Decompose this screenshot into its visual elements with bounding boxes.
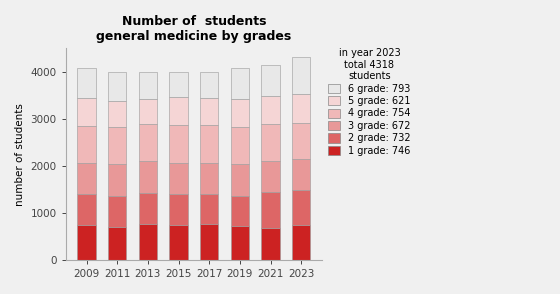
Bar [231, 99, 249, 127]
Bar [200, 194, 218, 224]
Bar [262, 192, 279, 228]
Bar [200, 72, 218, 98]
Bar [200, 224, 218, 260]
Bar [108, 196, 127, 227]
Y-axis label: number of students: number of students [15, 103, 25, 206]
Bar [77, 163, 96, 194]
Bar [77, 225, 96, 260]
Bar [262, 161, 279, 192]
Bar [108, 72, 127, 101]
Bar [139, 224, 157, 260]
Bar [292, 94, 310, 123]
Bar [292, 57, 310, 94]
Bar [77, 68, 96, 98]
Bar [262, 124, 279, 161]
Bar [169, 194, 188, 225]
Bar [77, 194, 96, 225]
Bar [169, 126, 188, 163]
Bar [108, 101, 127, 127]
Bar [139, 161, 157, 193]
Bar [169, 97, 188, 126]
Bar [292, 123, 310, 159]
Bar [262, 228, 279, 260]
Bar [292, 225, 310, 260]
Bar [200, 98, 218, 126]
Bar [200, 163, 218, 194]
Bar [231, 165, 249, 196]
Bar [77, 126, 96, 163]
Bar [169, 163, 188, 194]
Bar [139, 72, 157, 99]
Bar [231, 68, 249, 99]
Bar [200, 126, 218, 163]
Bar [292, 191, 310, 225]
Bar [139, 99, 157, 124]
Legend: 6 grade: 793, 5 grade: 621, 4 grade: 754, 3 grade: 672, 2 grade: 732, 1 grade: 7: 6 grade: 793, 5 grade: 621, 4 grade: 754… [325, 44, 414, 160]
Bar [139, 193, 157, 224]
Bar [77, 98, 96, 126]
Bar [108, 127, 127, 164]
Bar [262, 96, 279, 124]
Title: Number of  students
general medicine by grades: Number of students general medicine by g… [96, 15, 292, 43]
Bar [292, 159, 310, 191]
Bar [139, 124, 157, 161]
Bar [108, 164, 127, 196]
Bar [231, 225, 249, 260]
Bar [262, 65, 279, 96]
Bar [231, 196, 249, 225]
Bar [231, 127, 249, 165]
Bar [169, 72, 188, 97]
Bar [169, 225, 188, 260]
Bar [108, 227, 127, 260]
